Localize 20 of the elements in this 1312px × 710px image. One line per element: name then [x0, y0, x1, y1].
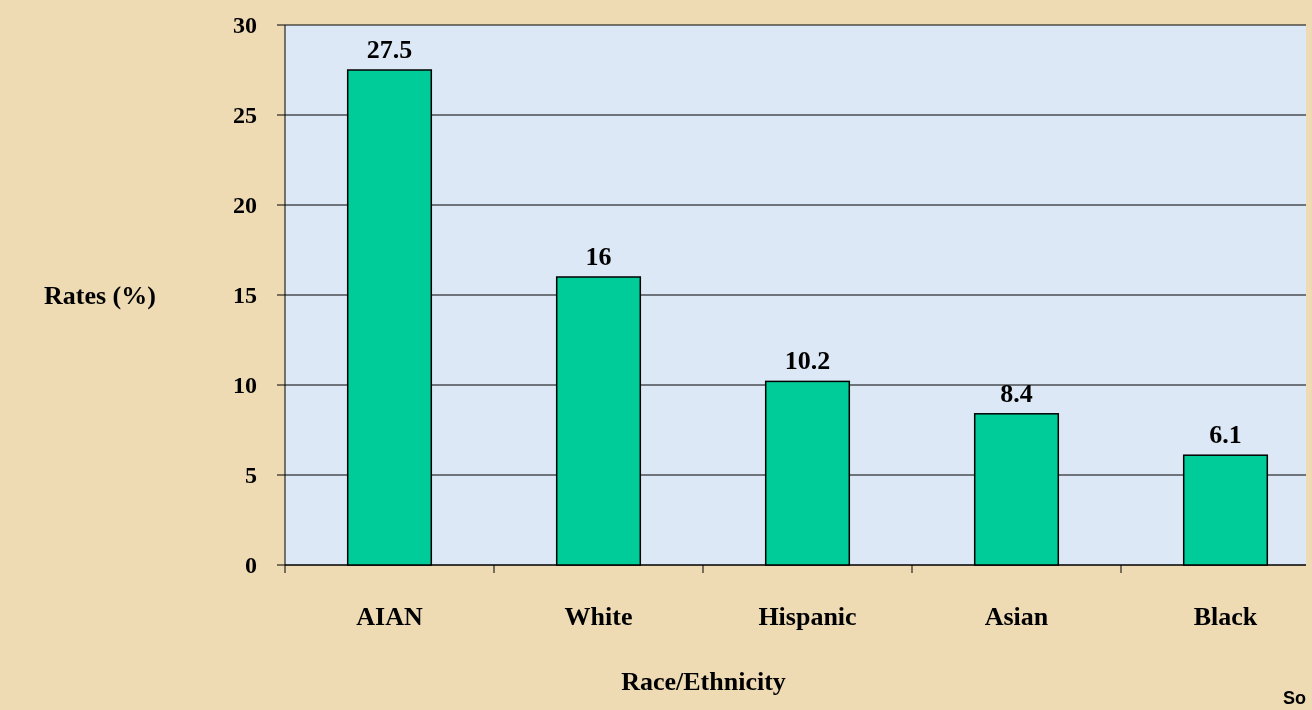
y-tick-label: 15	[233, 282, 257, 309]
data-label: 10.2	[784, 346, 831, 376]
y-tick-label: 20	[233, 192, 257, 219]
text: So	[1282, 688, 1306, 708]
x-tick-label: AIAN	[356, 602, 423, 631]
x-tick-label: Hispanic	[758, 602, 857, 631]
data-label: 6.1	[1209, 420, 1242, 450]
x-tick-label: Black	[1193, 602, 1258, 631]
y-axis-title: Rates (%)	[44, 281, 156, 311]
x-axis-title: Race/Ethnicity	[621, 667, 786, 696]
x-tick-label: Asian	[984, 602, 1049, 631]
y-tick-label: 0	[245, 552, 257, 579]
x-tick-label: White	[564, 602, 633, 631]
y-tick-label: 10	[233, 372, 257, 399]
y-tick-label: 5	[245, 462, 257, 489]
data-label: 27.5	[366, 35, 413, 64]
y-tick-label: 30	[233, 12, 257, 39]
data-label: 16	[585, 242, 612, 271]
y-tick-label: 25	[233, 102, 257, 129]
data-label: 8.4	[1000, 378, 1033, 408]
